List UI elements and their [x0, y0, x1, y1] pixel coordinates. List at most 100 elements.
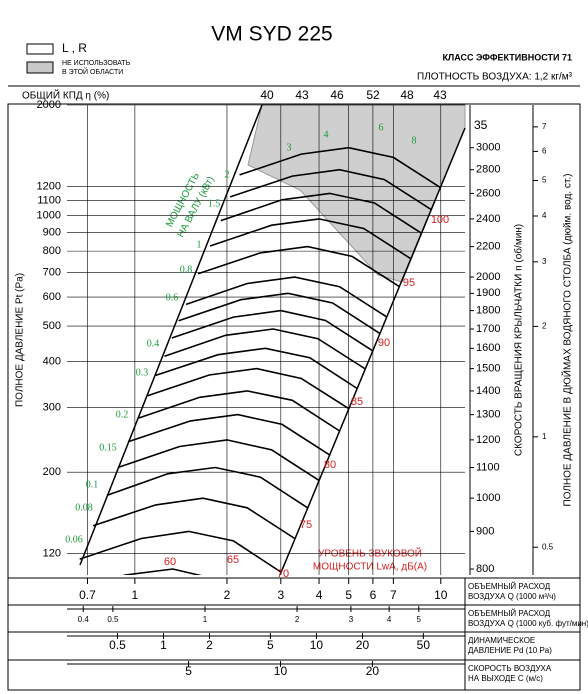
- speed-curve: [229, 168, 433, 211]
- power-label: 0.3: [136, 367, 149, 378]
- sound-label: 100: [431, 214, 449, 226]
- scale-tick-label: 10: [310, 638, 324, 652]
- y3-tick-label: 3: [542, 257, 547, 266]
- power-label: 0.1: [86, 479, 99, 490]
- scale-tick-label: 5: [185, 664, 192, 678]
- efficiency-label: 48: [400, 88, 414, 102]
- y3-tick-label: 5: [542, 176, 547, 185]
- power-label: 0.06: [65, 534, 83, 545]
- speed-curve: [138, 390, 341, 432]
- sound-label: 95: [403, 277, 415, 289]
- scale-tick-label: 10: [274, 664, 288, 678]
- speed-label: 1400: [476, 385, 500, 397]
- speed-label: 2000: [476, 271, 500, 283]
- scale-tick-label: 1: [160, 638, 167, 652]
- y-tick-label: 1000: [37, 209, 61, 221]
- power-label: 3: [287, 142, 292, 153]
- speed-label: 1100: [476, 461, 500, 473]
- y-tick-label: 1200: [37, 180, 61, 192]
- speed-curve: [106, 466, 309, 509]
- sound-label: 75: [300, 519, 312, 531]
- curves: [79, 146, 442, 575]
- y-tick-label: 900: [43, 226, 61, 238]
- speed-curve: [155, 347, 358, 390]
- y-axis-title: ПОЛНОЕ ДАВЛЕНИЕ Pt (Pa): [15, 273, 26, 407]
- speed-label: 800: [476, 563, 494, 575]
- x-tick-label: 0.7: [79, 588, 96, 602]
- legend-label: В ЭТОЙ ОБЛАСТИ: [62, 67, 123, 76]
- efficiency-class: КЛАСС ЭФФЕКТИВНОСТИ 71: [442, 52, 572, 62]
- sound-label: 70: [277, 568, 289, 580]
- speed-label: 900: [476, 525, 494, 537]
- sound-label: 60: [164, 556, 176, 568]
- efficiency-label: 52: [366, 88, 380, 102]
- power-label: 8: [412, 135, 417, 146]
- y-tick-label: 600: [43, 291, 61, 303]
- scale-title: СКОРОСТЬ ВОЗДУХА: [468, 664, 552, 673]
- speed-curve: [164, 328, 366, 370]
- x-tick-label: 7: [390, 588, 397, 602]
- speed-label: 2200: [476, 241, 500, 253]
- speed-curve: [122, 568, 202, 575]
- y-tick-label: 120: [43, 548, 61, 560]
- speed-label: 1600: [476, 342, 500, 354]
- scale-tick-label: 20: [366, 664, 380, 678]
- efficiency-label: 40: [260, 88, 274, 102]
- frame: [7, 103, 581, 691]
- y-tick-label: 500: [43, 320, 61, 332]
- power-label: 2: [225, 169, 230, 180]
- y-tick-label: 1100: [37, 194, 61, 206]
- power-label: 1: [197, 239, 202, 250]
- scale-title: НА ВЫХОДЕ C (м/с): [468, 674, 543, 683]
- y-tick-label: 2000: [37, 99, 61, 111]
- scale-tick-label: 2: [206, 638, 213, 652]
- scale-tick-label: 2: [295, 615, 300, 624]
- speed-label: 2600: [476, 187, 500, 199]
- sound-title: УРОВЕНЬ ЗВУКОВОЙ: [318, 547, 422, 560]
- chart-title: VM SYD 225: [211, 23, 332, 46]
- y2-axis-title: СКОРОСТЬ ВРАЩЕНИЯ КРЫЛЬЧАТКИ n (об/мин): [513, 224, 525, 456]
- speed-label: 2400: [476, 213, 500, 225]
- power-label: 4: [324, 129, 329, 140]
- efficiency-title: ОБЩИЙ КПД η (%): [22, 89, 109, 102]
- legend-label: L , R: [62, 41, 87, 55]
- y-tick-label: 700: [43, 266, 61, 278]
- speed-curve: [127, 413, 331, 456]
- speed-label: 1000: [476, 492, 500, 504]
- power-label: 0.8: [180, 264, 193, 275]
- y-tick-label: 300: [43, 401, 61, 413]
- scale-title: ДИНАМИЧЕСКОЕ: [468, 636, 535, 645]
- air-density: ПЛОТНОСТЬ ВОЗДУХА: 1,2 кг/м³: [417, 72, 573, 83]
- y3-tick-label: 2: [542, 322, 547, 331]
- x-tick-label: 4: [316, 588, 323, 602]
- scale-tick-label: 0.4: [78, 615, 90, 624]
- legend-swatch: [26, 61, 54, 74]
- x-tick-label: 10: [434, 588, 448, 602]
- power-label: 0.4: [147, 338, 160, 349]
- speed-curve: [117, 439, 320, 482]
- x-tick-label: 2: [224, 588, 231, 602]
- scale-tick-label: 5: [267, 638, 274, 652]
- scale-tick-label: 1: [203, 615, 208, 624]
- speed-label: 1500: [476, 363, 500, 375]
- power-label: 0.6: [166, 292, 179, 303]
- y3-tick-label: 6: [542, 147, 547, 156]
- speed-label: 1800: [476, 305, 500, 317]
- speed-label: 2800: [476, 164, 500, 176]
- speed-curve: [92, 497, 296, 540]
- legend-label: НЕ ИСПОЛЬЗОВАТЬ: [62, 60, 131, 67]
- x-tick-label: 1: [132, 588, 139, 602]
- y3-tick-label: 4: [542, 211, 547, 220]
- scale-title: ДАВЛЕНИЕ Pd (10 Pa): [468, 646, 552, 655]
- speed-curve: [209, 218, 412, 260]
- speed-curve: [178, 292, 381, 335]
- scale-title: ВОЗДУХА Q (1000 куб. фут/мин): [468, 619, 588, 628]
- scale-tick-label: 50: [417, 638, 431, 652]
- y-tick-label: 400: [43, 356, 61, 368]
- y-tick-label: 200: [43, 466, 61, 478]
- legend-swatch: [26, 43, 54, 55]
- speed-curve: [185, 276, 388, 318]
- speed-curve: [171, 309, 374, 352]
- power-label: 6: [379, 122, 384, 133]
